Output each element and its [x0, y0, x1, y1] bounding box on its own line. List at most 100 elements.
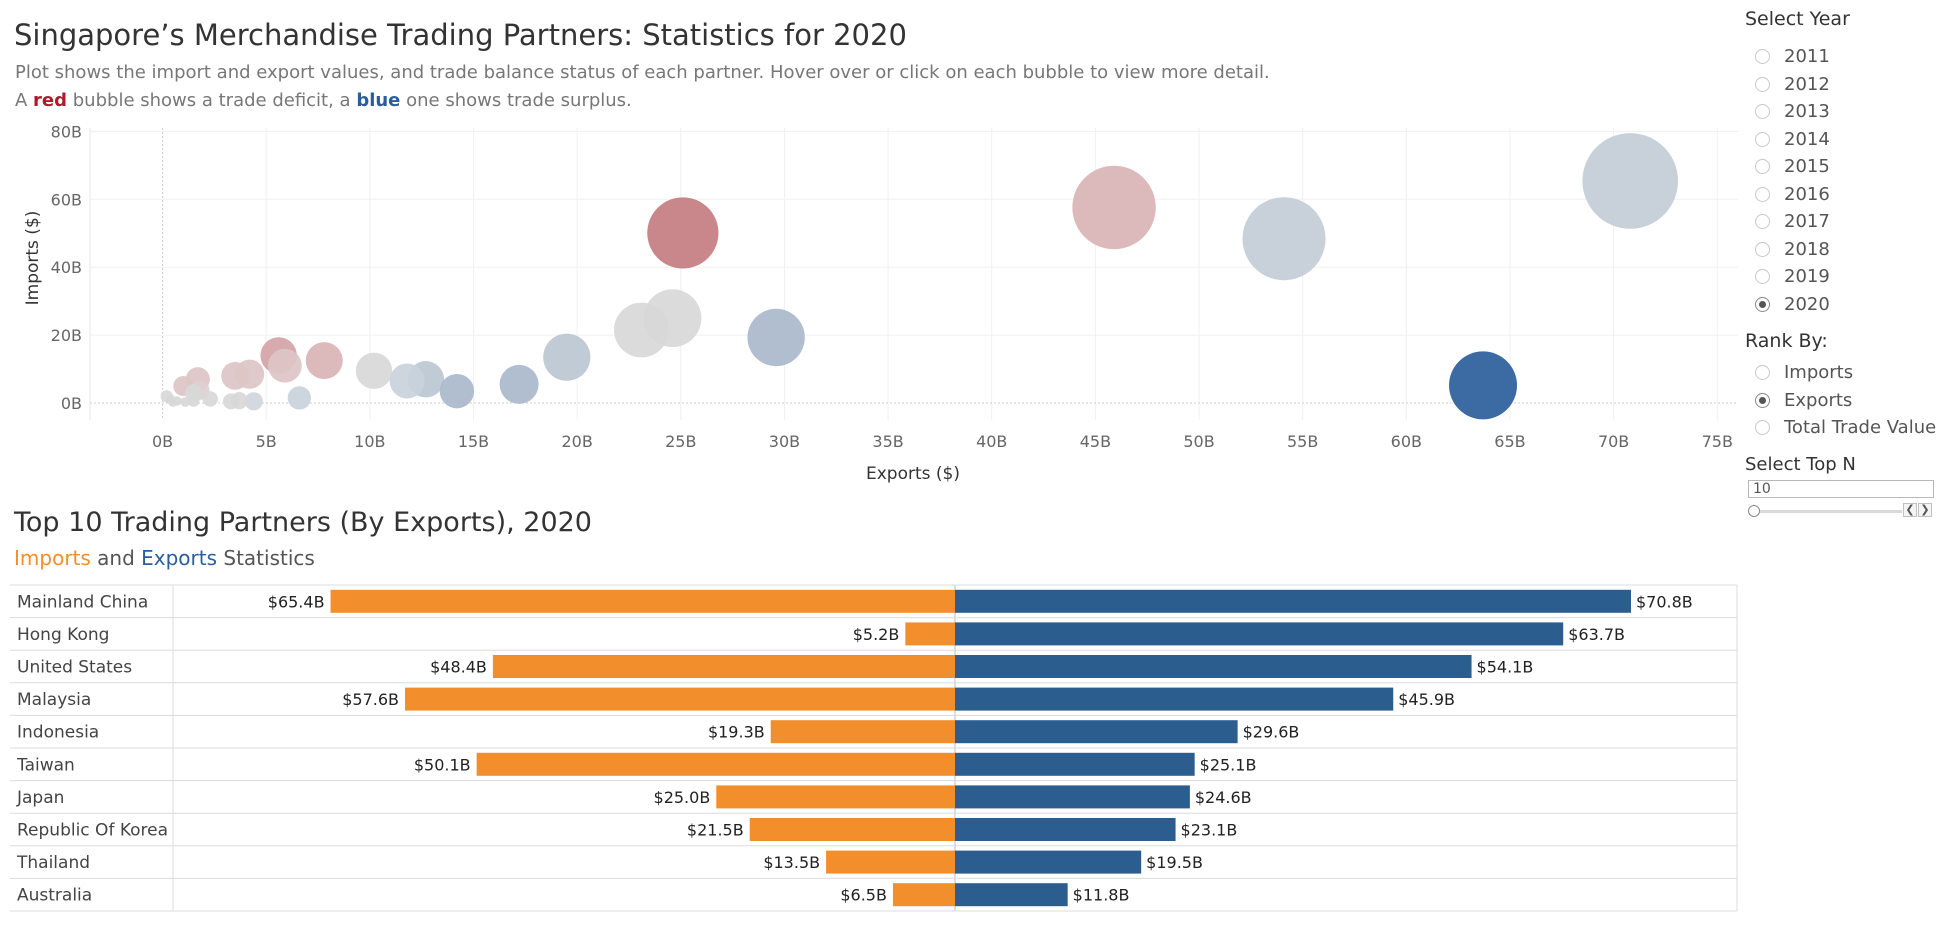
radio-button-icon[interactable]: [1755, 104, 1770, 119]
bubble-scatter-chart: 0B 5B 10B 15B 20B 25B 30B 35B 40B 45B 50B 55B 60B 65B…: [23, 125, 1738, 484]
y-tick-label: 80B: [51, 125, 82, 141]
scatter-bubble[interactable]: [1072, 165, 1156, 250]
scatter-bubble[interactable]: [1242, 197, 1326, 281]
radio-button-icon[interactable]: [1755, 241, 1770, 257]
exports-bar[interactable]: [955, 785, 1190, 809]
chevron-right-icon[interactable]: ❯: [1918, 503, 1932, 517]
radio-button-icon[interactable]: [1755, 76, 1770, 92]
radio-button-icon[interactable]: [1755, 131, 1770, 147]
x-tick-label: 45B: [1080, 432, 1111, 451]
scatter-bubble[interactable]: [187, 395, 200, 407]
y-tick-label: 60B: [51, 190, 82, 209]
radio-button-icon[interactable]: [1755, 392, 1770, 408]
imports-bar[interactable]: [716, 785, 955, 809]
exports-bar[interactable]: [955, 883, 1068, 907]
imports-bar[interactable]: [330, 589, 955, 613]
year-option-label: 2014: [1784, 128, 1830, 150]
scatter-bubble[interactable]: [614, 302, 669, 358]
exports-bar[interactable]: [955, 622, 1564, 646]
scatter-bubble[interactable]: [499, 364, 539, 404]
imports-bar[interactable]: [749, 818, 955, 841]
exports-bar[interactable]: [955, 850, 1142, 874]
scatter-bubble[interactable]: [287, 386, 312, 410]
year-option[interactable]: 2014: [1755, 126, 1830, 153]
chevron-left-icon[interactable]: ❮: [1903, 503, 1917, 517]
scatter-bubble[interactable]: [244, 392, 263, 411]
year-option[interactable]: 2018: [1755, 236, 1830, 263]
exports-bar[interactable]: [955, 752, 1195, 776]
scatter-bubble[interactable]: [355, 352, 393, 389]
scatter-bubble[interactable]: [1582, 133, 1679, 229]
imports-bar[interactable]: [905, 622, 955, 646]
x-tick-label: 20B: [561, 432, 592, 451]
year-option[interactable]: 2015: [1755, 153, 1830, 180]
year-option[interactable]: 2017: [1755, 208, 1830, 235]
year-option[interactable]: 2020: [1755, 291, 1830, 318]
rank-by-option[interactable]: Exports: [1755, 387, 1852, 414]
top-n-slider-track[interactable]: [1752, 510, 1902, 513]
exports-bar[interactable]: [955, 687, 1394, 711]
imports-bar[interactable]: [770, 720, 955, 744]
radio-button-icon[interactable]: [1755, 186, 1770, 202]
radio-button-icon[interactable]: [1755, 365, 1770, 380]
scatter-bubble[interactable]: [180, 397, 191, 407]
partner-label: Indonesia: [17, 723, 99, 743]
scatter-bubble[interactable]: [267, 348, 302, 383]
imports-value-label: $48.4B: [430, 658, 487, 677]
scatter-bubble[interactable]: [1449, 351, 1518, 420]
scatter-bubble[interactable]: [747, 308, 805, 367]
year-option[interactable]: 2012: [1755, 71, 1830, 98]
x-tick-label: 0B: [152, 432, 173, 451]
exports-bar[interactable]: [955, 589, 1631, 613]
exports-bar[interactable]: [955, 655, 1472, 678]
imports-value-label: $13.5B: [763, 853, 820, 872]
year-option[interactable]: 2013: [1755, 98, 1830, 125]
scatter-bubble[interactable]: [222, 393, 239, 410]
x-tick-label: 10B: [354, 432, 385, 451]
exports-value-label: $45.9B: [1398, 690, 1455, 709]
scatter-y-tick-labels: 0B 20B 40B 60B 80B: [51, 125, 82, 413]
exports-bar[interactable]: [955, 720, 1238, 744]
year-option[interactable]: 2011: [1755, 43, 1830, 70]
radio-button-icon[interactable]: [1755, 49, 1770, 64]
scatter-bubble[interactable]: [305, 342, 343, 380]
radio-button-icon[interactable]: [1755, 296, 1770, 312]
diverging-bar-chart: Mainland China $65.4B $70.8B Hong Kong $5.2B…: [10, 584, 1738, 912]
scatter-bubble[interactable]: [647, 197, 719, 269]
rank-by-option[interactable]: Imports: [1755, 359, 1853, 386]
x-tick-label: 25B: [665, 432, 696, 451]
top-n-input[interactable]: 10: [1748, 480, 1934, 498]
year-option[interactable]: 2016: [1755, 181, 1830, 208]
imports-bar[interactable]: [476, 752, 955, 776]
exports-bar[interactable]: [955, 818, 1176, 841]
radio-button-icon[interactable]: [1755, 214, 1770, 229]
partner-label: Hong Kong: [17, 625, 109, 645]
radio-button-icon[interactable]: [1755, 420, 1770, 435]
scatter-bubble[interactable]: [168, 397, 178, 407]
imports-bar[interactable]: [892, 883, 955, 907]
scatter-bubble[interactable]: [439, 373, 475, 409]
imports-bar[interactable]: [405, 687, 955, 711]
year-option-label: 2016: [1784, 183, 1830, 205]
radio-button-icon[interactable]: [1755, 269, 1770, 284]
rank-by-option[interactable]: Total Trade Value: [1755, 414, 1936, 441]
chart-subtitle-line1: Plot shows the import and export values,…: [15, 62, 1270, 83]
top-n-slider-handle[interactable]: [1748, 505, 1760, 517]
x-tick-label: 50B: [1183, 432, 1214, 451]
year-option-label: 2018: [1784, 238, 1830, 260]
imports-bar[interactable]: [492, 655, 955, 678]
statistics-word: Statistics: [217, 546, 315, 570]
x-tick-label: 40B: [976, 432, 1007, 451]
scatter-bubble[interactable]: [389, 363, 425, 399]
imports-bar[interactable]: [826, 850, 955, 874]
partner-label: Australia: [17, 886, 92, 906]
scatter-bubble[interactable]: [543, 333, 591, 381]
scatter-bubble[interactable]: [202, 391, 218, 407]
partner-label: Mainland China: [17, 592, 148, 612]
partner-label: Taiwan: [16, 755, 75, 775]
year-option[interactable]: 2019: [1755, 263, 1830, 290]
select-top-n-title: Select Top N: [1745, 454, 1856, 475]
scatter-bubble[interactable]: [221, 361, 250, 390]
radio-button-icon[interactable]: [1755, 159, 1770, 174]
imports-value-label: $19.3B: [708, 723, 765, 742]
